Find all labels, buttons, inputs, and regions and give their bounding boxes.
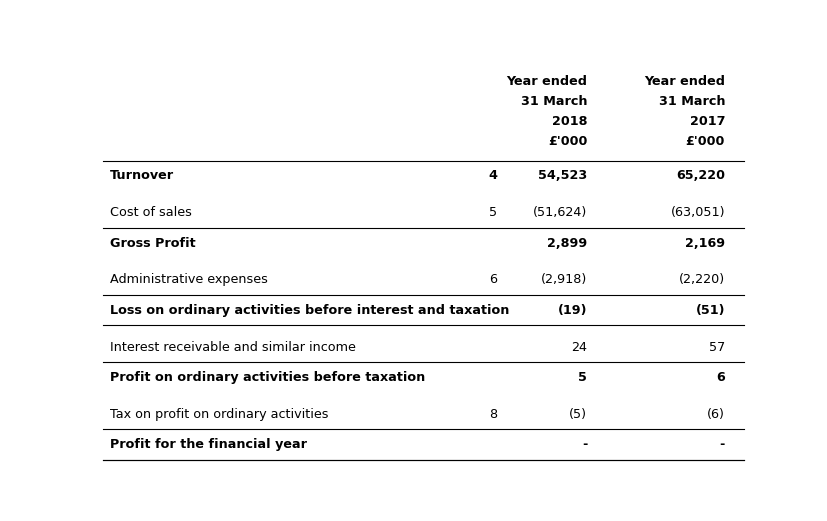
Text: Tax on profit on ordinary activities: Tax on profit on ordinary activities <box>110 408 328 421</box>
Text: Profit on ordinary activities before taxation: Profit on ordinary activities before tax… <box>110 371 425 384</box>
Text: (6): (6) <box>707 408 725 421</box>
Text: Cost of sales: Cost of sales <box>110 206 192 219</box>
Text: 2017: 2017 <box>690 115 725 128</box>
Text: 2,899: 2,899 <box>547 237 587 250</box>
Text: Administrative expenses: Administrative expenses <box>110 274 268 287</box>
Text: -: - <box>582 438 587 451</box>
Text: Year ended: Year ended <box>644 75 725 88</box>
Text: Gross Profit: Gross Profit <box>110 237 195 250</box>
Text: £'000: £'000 <box>548 135 587 148</box>
Text: -: - <box>719 438 725 451</box>
Text: (2,220): (2,220) <box>679 274 725 287</box>
Text: 65,220: 65,220 <box>676 169 725 182</box>
Text: (2,918): (2,918) <box>541 274 587 287</box>
Text: 24: 24 <box>571 341 587 354</box>
Text: (19): (19) <box>557 304 587 317</box>
Text: 4: 4 <box>489 169 498 182</box>
Text: 8: 8 <box>490 408 498 421</box>
Text: 6: 6 <box>716 371 725 384</box>
Text: Interest receivable and similar income: Interest receivable and similar income <box>110 341 356 354</box>
Text: 5: 5 <box>578 371 587 384</box>
Text: 31 March: 31 March <box>521 95 587 108</box>
Text: Year ended: Year ended <box>506 75 587 88</box>
Text: Loss on ordinary activities before interest and taxation: Loss on ordinary activities before inter… <box>110 304 509 317</box>
Text: 57: 57 <box>709 341 725 354</box>
Text: (51,624): (51,624) <box>533 206 587 219</box>
Text: 5: 5 <box>490 206 498 219</box>
Text: (5): (5) <box>569 408 587 421</box>
Text: 2018: 2018 <box>552 115 587 128</box>
Text: 2,169: 2,169 <box>685 237 725 250</box>
Text: 54,523: 54,523 <box>538 169 587 182</box>
Text: 6: 6 <box>490 274 498 287</box>
Text: £'000: £'000 <box>686 135 725 148</box>
Text: Turnover: Turnover <box>110 169 174 182</box>
Text: 31 March: 31 March <box>658 95 725 108</box>
Text: (63,051): (63,051) <box>671 206 725 219</box>
Text: Profit for the financial year: Profit for the financial year <box>110 438 307 451</box>
Text: (51): (51) <box>696 304 725 317</box>
